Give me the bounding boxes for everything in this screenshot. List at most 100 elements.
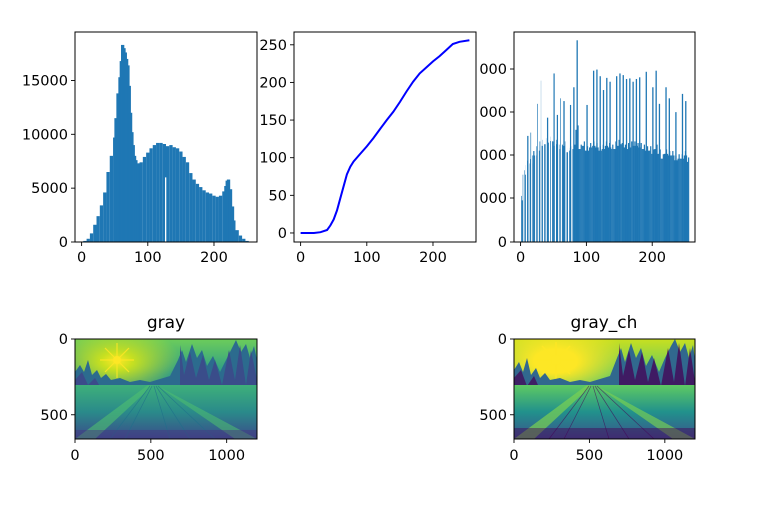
histogram-equalized-bar [621,143,623,242]
image-gray-picture [75,339,257,439]
histogram-equalized-frame [513,31,696,243]
histogram-equalized-tall-bar [592,70,595,243]
histogram-equalized-bar [633,145,635,242]
histogram-equalized-gap [565,52,567,242]
histogram-equalized-tall-bar [563,101,565,242]
histogram-equalized-bar [607,147,610,242]
histogram-equalized-tall-bar [632,81,634,242]
mapping-curve-y-tick-label: 100 [259,151,287,167]
histogram-gray-bar [99,205,104,242]
histogram-gray-bar [146,152,150,242]
histogram-equalized-tall-bar [665,87,667,243]
histogram-equalized-bar [688,157,690,242]
histogram-gray-bar [162,144,166,242]
histogram-gray-bar [242,238,246,242]
histogram-gray-bar [195,183,200,242]
image-gray-ch-picture [514,339,695,439]
histogram-gray-bar [235,230,239,242]
histogram-equalized-bar [626,149,629,242]
histogram-equalized-gap [537,52,539,242]
histogram-equalized-tall-bar [573,87,575,243]
image-gray-x-tick-label: 0 [70,448,79,464]
histogram-equalized-tall-bar [616,76,618,242]
histogram-gray-frame [74,31,258,243]
histogram-equalized-tall-bar [609,81,611,242]
histogram-equalized-bar [590,143,592,242]
histogram-gray-bar [215,196,219,242]
histogram-equalized-bar [581,145,583,242]
histogram-equalized-bar [547,142,550,242]
histogram-equalized-bar [686,161,689,242]
histogram-equalized-bar [662,154,664,242]
histogram-equalized-bar [562,145,564,242]
image-gray-frame [74,338,258,440]
histogram-equalized-bar [603,149,605,242]
image-gray-ch-x-tick-label: 1000 [646,448,683,464]
histogram-gray-bar [199,187,203,242]
histogram-equalized-bar [617,145,619,242]
histogram-equalized-bar [620,144,622,242]
image-gray-y-tick-label: 500 [40,408,68,424]
histogram-equalized-bar [630,147,632,242]
histogram-equalized-bar [676,160,678,242]
histogram-equalized-gap [545,52,547,242]
histogram-equalized-bar [591,147,593,242]
mapping-curve-x-tick-label: 100 [353,250,381,266]
histogram-equalized-bar [589,147,591,242]
histogram-equalized-bar [574,144,576,242]
histogram-gray-bar [136,163,140,242]
image-gray-panel: gray 0 500 1000 0 500 [40,313,258,464]
histogram-equalized-gap [535,52,537,242]
histogram-equalized-tall-bar [602,90,605,243]
histogram-equalized-bar [561,144,563,242]
histogram-equalized-gap [571,52,573,242]
histogram-gray-bar [202,190,206,242]
histogram-equalized-tall-bar [639,77,641,242]
histogram-equalized-bar [651,153,653,242]
histogram-equalized-x-tick-label: 0 [516,250,525,266]
histogram-equalized-bar [532,155,534,242]
histogram-equalized-bar [594,145,596,242]
histogram-gray-bar [149,148,153,242]
histogram-gray-bar [226,179,231,242]
histogram-gray-bar [185,162,190,242]
histogram-equalized-bar [671,155,673,242]
histogram-equalized-tall-bar [629,78,631,242]
mapping-curve-x-tick-label: 0 [296,250,305,266]
histogram-gray-y-tick-label: 15000 [22,73,68,89]
histogram-equalized-bar [643,144,645,242]
histogram-gray-bar [106,172,110,242]
image-gray-ch-x-tick-label: 500 [576,448,604,464]
histogram-equalized-bar [642,149,644,242]
histogram-equalized-bar [583,141,585,242]
histogram-equalized-bar [534,155,536,242]
histogram-equalized-bar [666,153,669,242]
histogram-gray-y-tick-label: 0 [59,235,68,251]
histogram-equalized-bar [578,149,580,242]
histogram-equalized-bar [627,143,630,242]
histogram-equalized-bar [685,155,688,242]
histogram-equalized-tall-bar [599,76,601,242]
histogram-equalized-gap [525,52,528,242]
histogram-equalized-bar [618,139,620,242]
mapping-curve-y-tick-label: 50 [269,188,287,204]
histogram-equalized-tall-bar [596,69,598,242]
histogram-equalized-y-tick-label: 0 [498,235,507,251]
histogram-equalized-bar [575,129,577,242]
histogram-equalized-x-tick-label: 200 [638,250,666,266]
histogram-gray-bar [175,148,180,242]
histogram-gray-bar [93,224,97,242]
histogram-equalized-bar [648,150,650,242]
histogram-gray-bar [245,240,249,242]
histogram-equalized-bar [611,149,613,242]
histogram-gray-bar [109,155,114,242]
histogram-gray-bar [166,146,170,242]
histogram-equalized-bar [682,158,684,242]
histogram-gray-bar [238,235,243,242]
histogram-gray-gap [165,177,167,242]
histogram-gray-bar [189,173,193,242]
histogram-equalized-gap [567,52,570,242]
histogram-equalized-tall-bar [681,93,684,242]
